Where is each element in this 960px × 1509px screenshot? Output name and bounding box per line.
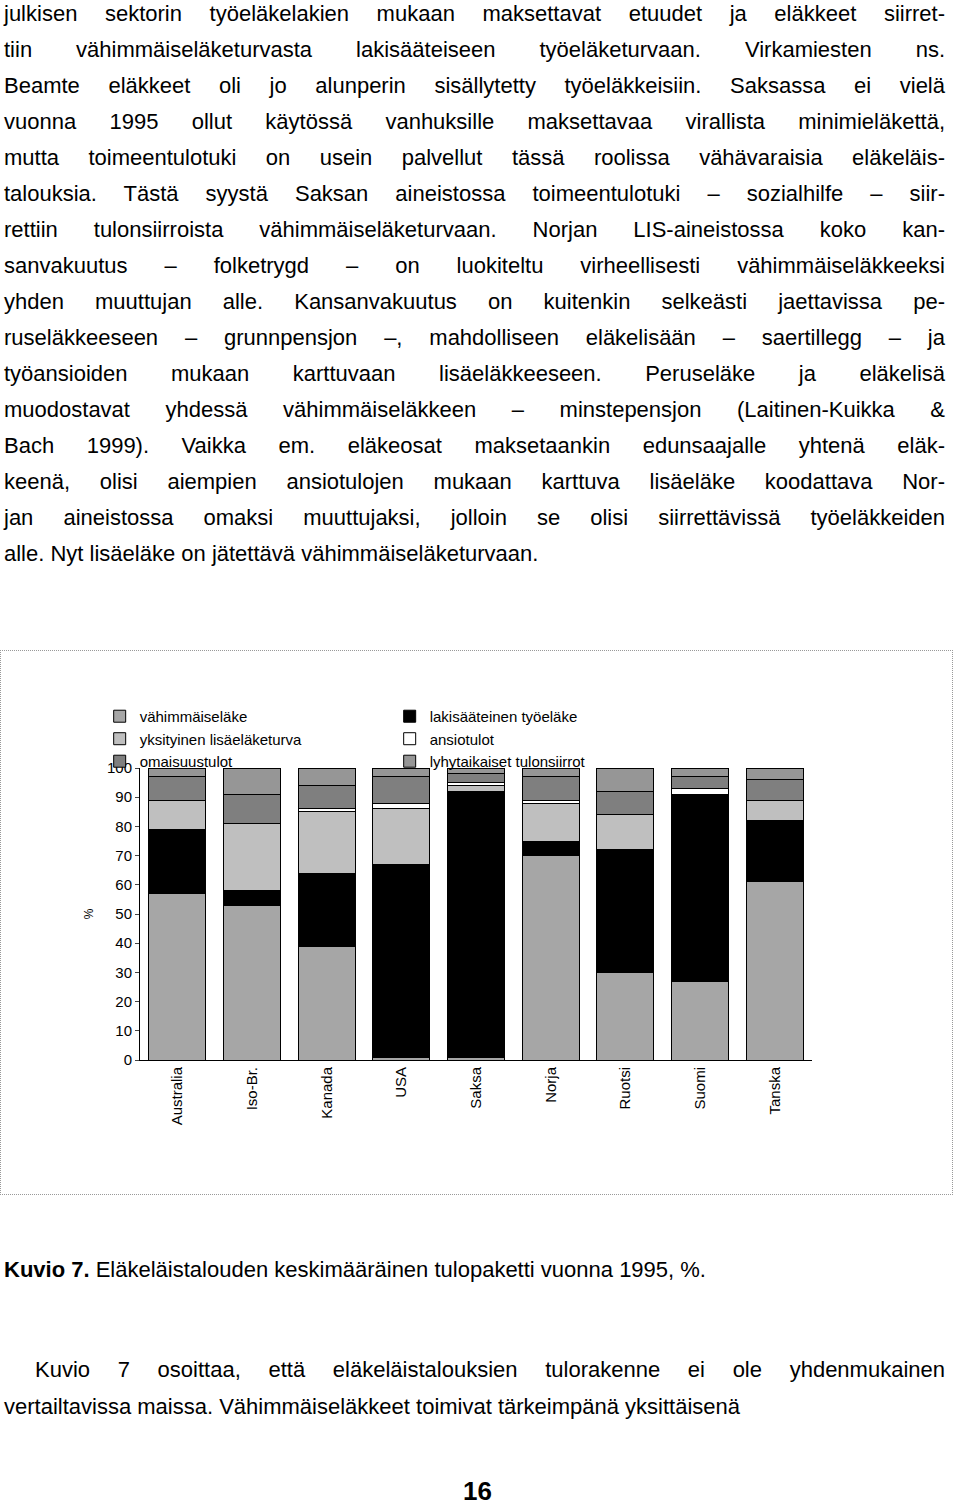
svg-text:Norja: Norja bbox=[542, 1066, 559, 1103]
html-text:alle. Nyt lisäeläke on jätettä: alle. Nyt lisäeläke on jätettävä vähimmä… bbox=[4, 541, 539, 566]
svg-text:30: 30 bbox=[115, 964, 132, 981]
svg-text:Saksa: Saksa bbox=[467, 1066, 484, 1108]
html-text:tiin vähimmäiseläketurvasta la: tiin vähimmäiseläketurvasta lakisääteise… bbox=[4, 37, 945, 62]
html-text:Bach 1999). Vaikka em. eläkeos: Bach 1999). Vaikka em. eläkeosat makseta… bbox=[4, 433, 945, 458]
html-text:yhden muuttujan alle. Kansanva: yhden muuttujan alle. Kansanvakuutus on … bbox=[4, 289, 945, 314]
html-text:keenä, olisi aiempien ansiotul: keenä, olisi aiempien ansiotulojen mukaa… bbox=[4, 469, 945, 494]
svg-text:Kanada: Kanada bbox=[318, 1066, 335, 1118]
html-text:16: 16 bbox=[463, 1476, 492, 1506]
svg-text:yksityinen lisäeläketurva: yksityinen lisäeläketurva bbox=[140, 731, 302, 748]
svg-text:70: 70 bbox=[115, 847, 132, 864]
html-text:vertailtavissa maissa. Vähimmä: vertailtavissa maissa. Vähimmäiseläkkeet… bbox=[4, 1394, 741, 1419]
svg-text:Iso-Br.: Iso-Br. bbox=[243, 1067, 260, 1110]
html-text:Beamte eläkkeet oli jo alunper: Beamte eläkkeet oli jo alunperin sisälly… bbox=[4, 73, 945, 98]
svg-text:Australia: Australia bbox=[168, 1066, 185, 1125]
svg-text:50: 50 bbox=[115, 905, 132, 922]
svg-text:vähimmäiseläke: vähimmäiseläke bbox=[140, 708, 248, 725]
svg-text:10: 10 bbox=[115, 1022, 132, 1039]
svg-text:Tanska: Tanska bbox=[766, 1066, 783, 1114]
svg-text:lyhytaikaiset tulonsiirrot: lyhytaikaiset tulonsiirrot bbox=[430, 753, 586, 770]
svg-text:40: 40 bbox=[115, 934, 132, 951]
html-text:muodostavat yhdessä vähimmäise: muodostavat yhdessä vähimmäiseläkkeen – … bbox=[4, 397, 945, 422]
html-text:Kuvio 7. Eläkeläistalouden kes: Kuvio 7. Eläkeläistalouden keskimääräine… bbox=[4, 1257, 706, 1282]
svg-text:USA: USA bbox=[392, 1067, 409, 1098]
svg-text:%: % bbox=[82, 908, 96, 919]
html-text:sanvakuutus – folketrygd – on: sanvakuutus – folketrygd – on luokiteltu… bbox=[4, 253, 945, 278]
html-text:jan aineistossa omaksi muuttuj: jan aineistossa omaksi muuttujaksi, joll… bbox=[4, 505, 945, 530]
html-text:julkisen sektorin työeläkelaki: julkisen sektorin työeläkelakien mukaan … bbox=[4, 1, 945, 26]
html-text:rettiin tulonsiirroista vähimm: rettiin tulonsiirroista vähimmäiseläketu… bbox=[4, 217, 945, 242]
svg-text:Suomi: Suomi bbox=[691, 1067, 708, 1110]
html-text:vuonna 1995 ollut käytössä van: vuonna 1995 ollut käytössä vanhuksille m… bbox=[4, 109, 945, 134]
svg-text:ansiotulot: ansiotulot bbox=[430, 731, 495, 748]
svg-text:omaisuustulot: omaisuustulot bbox=[140, 753, 233, 770]
html-text:talouksia. Tästä syystä Saksan: talouksia. Tästä syystä Saksan aineistos… bbox=[4, 181, 945, 206]
svg-text:0: 0 bbox=[124, 1051, 132, 1068]
svg-text:lakisääteinen työeläke: lakisääteinen työeläke bbox=[430, 708, 578, 725]
svg-text:90: 90 bbox=[115, 788, 132, 805]
html-text:mutta toimeentulotuki on usein: mutta toimeentulotuki on usein palvellut… bbox=[4, 145, 945, 170]
svg-text:Ruotsi: Ruotsi bbox=[616, 1067, 633, 1110]
svg-text:100: 100 bbox=[107, 759, 132, 777]
svg-text:20: 20 bbox=[115, 993, 132, 1010]
svg-text:60: 60 bbox=[115, 876, 132, 893]
html-text:Kuvio 7 osoittaa, että eläkelä: Kuvio 7 osoittaa, että eläkeläistalouksi… bbox=[35, 1357, 945, 1382]
svg-text:80: 80 bbox=[115, 818, 132, 835]
html-text:työansioiden mukaan karttuvaan: työansioiden mukaan karttuvaan lisäeläkk… bbox=[4, 361, 945, 386]
html-text:ruseläkkeeseen – grunnpensjon: ruseläkkeeseen – grunnpensjon –, mahdoll… bbox=[4, 325, 945, 350]
